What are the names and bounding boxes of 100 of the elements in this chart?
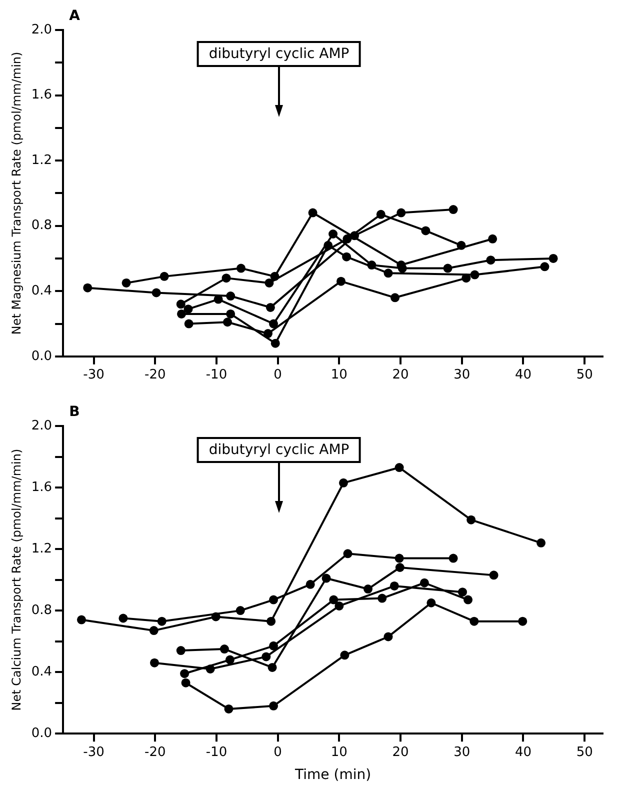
point xyxy=(262,652,271,662)
point xyxy=(334,601,344,610)
point xyxy=(390,293,400,302)
point xyxy=(343,549,352,558)
point xyxy=(269,641,278,650)
x-tick-label: -30 xyxy=(83,368,104,383)
point xyxy=(223,318,232,327)
y-tick-label: 0.8 xyxy=(31,218,52,234)
x-tick-label: -20 xyxy=(144,368,166,383)
point xyxy=(394,554,404,563)
chart-title: B xyxy=(69,404,80,420)
point xyxy=(226,309,236,318)
y-axis-title: Net Calcium Transport Rate (pmol/mm/min) xyxy=(9,448,24,711)
x-tick-label: 40 xyxy=(514,368,532,383)
x-tick-label: -10 xyxy=(206,368,228,383)
point xyxy=(211,612,220,622)
x-tick-label: 0 xyxy=(274,744,282,760)
point xyxy=(364,584,373,594)
point xyxy=(518,616,528,626)
point xyxy=(448,554,458,563)
point xyxy=(176,300,186,309)
x-axis-title: Time (min) xyxy=(294,767,372,784)
point xyxy=(268,662,277,672)
x-tick-label: 10 xyxy=(330,368,348,383)
point xyxy=(220,644,229,654)
point xyxy=(150,658,159,668)
y-tick-label: 0.4 xyxy=(31,664,52,680)
point xyxy=(306,580,315,589)
point xyxy=(264,329,272,338)
point xyxy=(420,578,429,588)
point xyxy=(266,616,276,626)
point xyxy=(395,562,404,572)
point xyxy=(224,704,234,714)
point xyxy=(384,632,393,642)
point xyxy=(378,594,387,603)
x-tick-label: 20 xyxy=(392,744,409,760)
point xyxy=(336,276,346,286)
y-tick-label: 0.8 xyxy=(31,602,52,618)
point xyxy=(76,615,86,624)
point xyxy=(270,272,280,281)
y-tick-label: 0.0 xyxy=(31,348,52,364)
point xyxy=(328,230,338,238)
y-tick-label: 0.0 xyxy=(31,726,52,741)
x-tick-label: 40 xyxy=(514,744,532,760)
point xyxy=(184,319,194,328)
point xyxy=(83,283,92,292)
point xyxy=(367,260,376,270)
point xyxy=(222,274,231,283)
point xyxy=(464,595,473,604)
x-tick-label: -10 xyxy=(206,744,228,760)
x-tick-label: 20 xyxy=(392,368,409,383)
point xyxy=(266,302,275,312)
point xyxy=(448,205,458,214)
point xyxy=(540,262,550,272)
point xyxy=(470,270,480,280)
point xyxy=(149,626,158,636)
y-axis-title: Net Magnesium Transport Rate (pmol/mm/min) xyxy=(9,52,24,335)
point xyxy=(394,463,404,472)
y-tick-label: 2.0 xyxy=(31,22,52,38)
x-tick-label: 30 xyxy=(454,744,470,760)
y-tick-label: 1.6 xyxy=(31,88,52,103)
point xyxy=(226,292,236,301)
y-tick-label: 2.0 xyxy=(31,418,52,434)
point xyxy=(390,581,399,590)
x-tick-label: 30 xyxy=(454,368,470,383)
point xyxy=(548,254,558,263)
point xyxy=(338,478,348,488)
point xyxy=(181,678,190,688)
point xyxy=(176,309,186,318)
point xyxy=(458,588,467,597)
point xyxy=(122,278,131,288)
point xyxy=(384,268,393,278)
point xyxy=(269,595,278,604)
y-tick-label: 1.6 xyxy=(31,480,52,495)
x-tick-label: 50 xyxy=(576,368,593,383)
point xyxy=(308,208,318,218)
point xyxy=(421,226,430,236)
point xyxy=(176,646,186,656)
point xyxy=(350,231,360,240)
point xyxy=(184,304,193,314)
annotation: dibutyryl cyclic AMP xyxy=(196,41,362,67)
chart-title: A xyxy=(69,8,80,24)
point xyxy=(180,669,190,678)
x-tick-label: -20 xyxy=(144,744,166,760)
point xyxy=(152,288,161,298)
y-tick-label: 1.2 xyxy=(31,541,52,556)
x-tick-label: 50 xyxy=(576,744,593,760)
point xyxy=(489,570,498,580)
point xyxy=(376,210,386,219)
point xyxy=(396,208,406,218)
point xyxy=(269,701,278,710)
point xyxy=(322,574,331,583)
annotation: dibutyryl cyclic AMP xyxy=(196,437,362,463)
point xyxy=(160,272,169,281)
point xyxy=(466,515,476,524)
point xyxy=(264,278,274,288)
point xyxy=(340,650,350,660)
point xyxy=(157,616,166,626)
x-tick-label: 10 xyxy=(330,744,348,760)
point xyxy=(118,614,128,623)
